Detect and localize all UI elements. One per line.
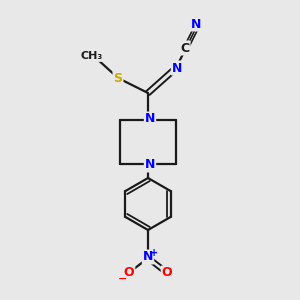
Text: N: N (191, 17, 201, 31)
Text: S: S (113, 71, 122, 85)
Text: O: O (162, 266, 172, 280)
Text: O: O (124, 266, 134, 280)
Text: N: N (172, 61, 182, 74)
Text: N: N (145, 158, 155, 172)
Text: N: N (145, 112, 155, 125)
Text: N: N (143, 250, 153, 263)
Text: +: + (150, 248, 158, 258)
Text: CH₃: CH₃ (81, 51, 103, 61)
Text: C: C (180, 41, 190, 55)
Text: −: − (118, 274, 128, 284)
